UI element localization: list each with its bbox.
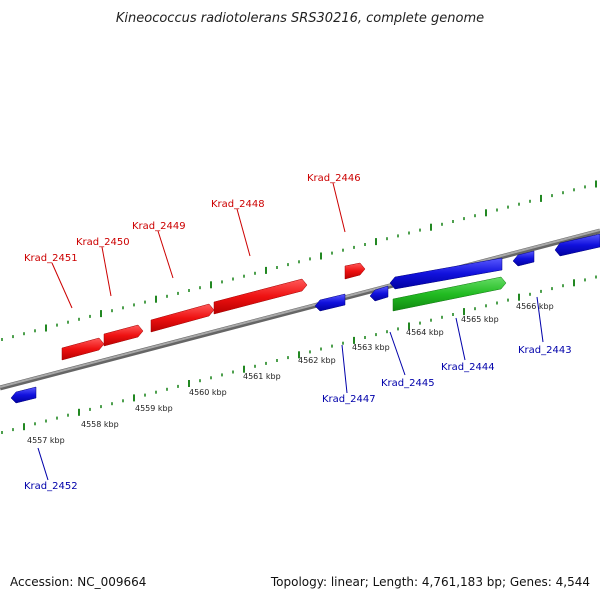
leader-krad-2452: [37, 447, 49, 481]
scale-label-4561: 4561 kbp: [243, 372, 281, 381]
genome-summary-text: Topology: linear; Length: 4,761,183 bp; …: [270, 575, 590, 589]
gene-labels: Krad_2451 Krad_2450 Krad_2449 Krad_2448 …: [24, 173, 572, 492]
leader-krad-2445: [389, 331, 406, 376]
gene-label-krad-2450[interactable]: Krad_2450: [76, 237, 130, 248]
gene-arrow-krad-2447[interactable]: [314, 293, 346, 312]
lower-scale-ticks: [1, 275, 597, 434]
scale-label-4563: 4563 kbp: [352, 343, 390, 352]
leader-krad-2443: [536, 296, 544, 343]
map-title: Kineococcus radiotolerans SRS30216, comp…: [116, 11, 484, 26]
gene-label-krad-2451[interactable]: Krad_2451: [24, 253, 78, 264]
gene-arrow-offscreen[interactable]: [554, 233, 600, 257]
forward-genes: [61, 262, 366, 361]
scale-label-4558: 4558 kbp: [81, 420, 119, 429]
leader-krad-2451: [51, 262, 73, 309]
gene-arrow-krad-2444[interactable]: [392, 276, 507, 312]
scale-label-4560: 4560 kbp: [189, 388, 227, 397]
gene-arrow-krad-2443[interactable]: [512, 250, 535, 267]
gene-arrow-krad-2444-reverse[interactable]: [389, 257, 503, 290]
scale-label-4557: 4557 kbp: [27, 436, 65, 445]
leader-krad-2444: [455, 317, 466, 361]
scale-label-4566: 4566 kbp: [516, 302, 554, 311]
scale-labels: 4557 kbp 4558 kbp 4559 kbp 4560 kbp 4561…: [27, 302, 554, 445]
scale-label-4559: 4559 kbp: [135, 404, 173, 413]
gene-label-krad-2447[interactable]: Krad_2447: [322, 394, 376, 405]
label-leaders: [37, 182, 544, 481]
scale-label-4564: 4564 kbp: [406, 328, 444, 337]
gene-arrow-krad-2451[interactable]: [61, 337, 105, 361]
leader-krad-2450: [101, 246, 112, 297]
gene-label-krad-2443[interactable]: Krad_2443: [518, 345, 572, 356]
leader-krad-2446: [332, 182, 346, 233]
scale-label-4565: 4565 kbp: [461, 315, 499, 324]
accession-text: Accession: NC_009664: [10, 575, 146, 589]
gene-label-krad-2448[interactable]: Krad_2448: [211, 199, 265, 210]
gene-label-krad-2445[interactable]: Krad_2445: [381, 378, 435, 389]
gene-arrow-krad-2450[interactable]: [103, 324, 144, 347]
gene-label-krad-2446[interactable]: Krad_2446: [307, 173, 361, 184]
leader-krad-2447: [341, 344, 348, 394]
genome-backbone-highlight: [0, 229, 600, 388]
gene-arrow-krad-2448[interactable]: [213, 278, 308, 315]
gene-arrow-krad-2445[interactable]: [369, 285, 389, 302]
gene-label-krad-2449[interactable]: Krad_2449: [132, 221, 186, 232]
scale-label-4562: 4562 kbp: [298, 356, 336, 365]
gene-label-krad-2452[interactable]: Krad_2452: [24, 481, 78, 492]
gene-arrow-krad-2449[interactable]: [150, 303, 215, 333]
upper-scale-ticks: [1, 180, 597, 341]
gene-arrow-krad-2452[interactable]: [10, 386, 37, 404]
gene-arrow-krad-2446[interactable]: [344, 262, 366, 280]
leader-krad-2448: [236, 208, 251, 257]
leader-krad-2449: [157, 230, 174, 279]
reverse-genes: [10, 233, 600, 404]
gene-label-krad-2444[interactable]: Krad_2444: [441, 362, 495, 373]
